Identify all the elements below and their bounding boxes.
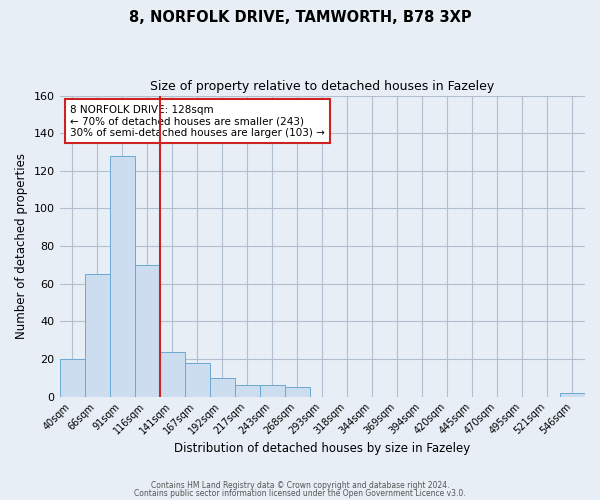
Title: Size of property relative to detached houses in Fazeley: Size of property relative to detached ho… [150, 80, 494, 93]
Bar [235, 386, 260, 396]
Bar [59, 359, 85, 397]
Bar [134, 265, 160, 396]
Text: Contains HM Land Registry data © Crown copyright and database right 2024.: Contains HM Land Registry data © Crown c… [151, 481, 449, 490]
Bar [160, 352, 185, 397]
Bar [260, 386, 285, 396]
Bar [285, 388, 310, 396]
Text: 8 NORFOLK DRIVE: 128sqm
← 70% of detached houses are smaller (243)
30% of semi-d: 8 NORFOLK DRIVE: 128sqm ← 70% of detache… [70, 104, 325, 138]
X-axis label: Distribution of detached houses by size in Fazeley: Distribution of detached houses by size … [174, 442, 470, 455]
Text: Contains public sector information licensed under the Open Government Licence v3: Contains public sector information licen… [134, 488, 466, 498]
Bar [110, 156, 134, 396]
Text: 8, NORFOLK DRIVE, TAMWORTH, B78 3XP: 8, NORFOLK DRIVE, TAMWORTH, B78 3XP [128, 10, 472, 25]
Y-axis label: Number of detached properties: Number of detached properties [15, 153, 28, 339]
Bar [85, 274, 110, 396]
Bar [185, 363, 209, 396]
Bar [560, 393, 585, 396]
Bar [209, 378, 235, 396]
